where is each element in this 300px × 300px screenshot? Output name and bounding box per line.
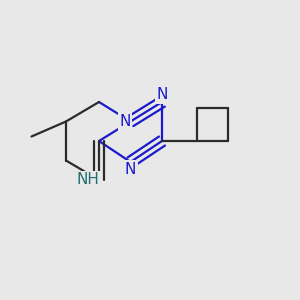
Text: N: N (119, 114, 130, 129)
Text: NH: NH (76, 172, 99, 188)
Text: N: N (156, 87, 168, 102)
Text: N: N (125, 162, 136, 177)
